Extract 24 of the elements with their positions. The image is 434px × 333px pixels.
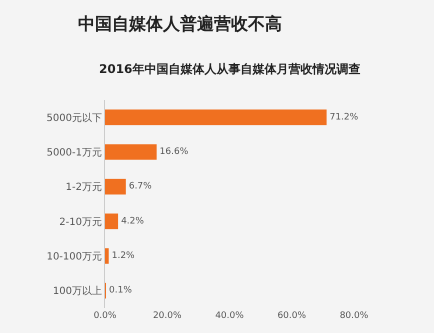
y-tick-label: 5000元以下 [46,112,102,124]
bar [105,214,118,230]
chart-title: 中国自媒体人普遍营收不高 [78,13,282,34]
y-tick-label: 10-100万元 [46,252,102,262]
y-tick-label: 2-10万元 [59,216,102,228]
data-label: 1.2% [112,251,136,261]
data-label: 6.7% [128,182,152,192]
x-tick-label: 80.0% [340,311,369,321]
x-tick-label: 20.0% [152,311,182,321]
data-label: 71.2% [330,112,359,122]
data-label: 4.2% [121,216,144,226]
bar [105,178,126,194]
y-tick-label: 5000-1万元 [46,148,102,158]
data-label: 0.1% [109,286,132,296]
x-tick-label: 0.0% [94,311,117,321]
bar [105,144,157,160]
y-tick-label: 100万以上 [52,285,102,298]
x-tick-label: 60.0% [277,311,306,321]
data-label: 16.6% [160,147,189,157]
bar [105,110,327,126]
chart-subtitle: 2016年中国自媒体人从事自媒体月营收情况调查 [99,62,360,76]
x-tick-label: 40.0% [215,311,244,321]
y-tick-label: 1-2万元 [66,182,102,194]
bar [105,248,109,264]
